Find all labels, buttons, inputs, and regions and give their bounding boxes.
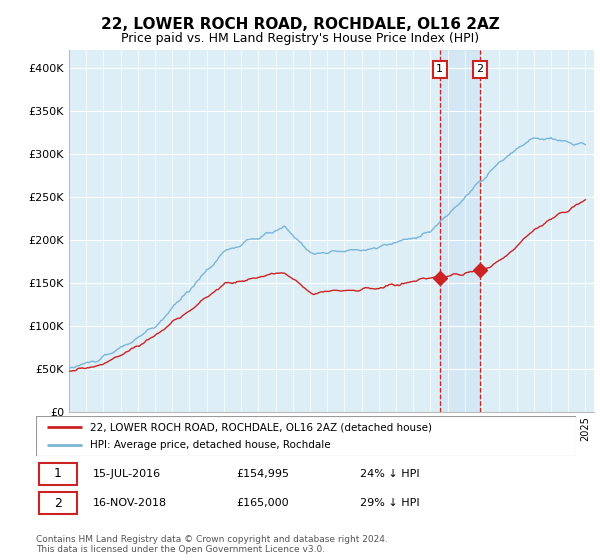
- Text: 22, LOWER ROCH ROAD, ROCHDALE, OL16 2AZ (detached house): 22, LOWER ROCH ROAD, ROCHDALE, OL16 2AZ …: [90, 422, 432, 432]
- Text: 24% ↓ HPI: 24% ↓ HPI: [360, 469, 419, 479]
- FancyBboxPatch shape: [39, 463, 77, 485]
- Text: 22, LOWER ROCH ROAD, ROCHDALE, OL16 2AZ: 22, LOWER ROCH ROAD, ROCHDALE, OL16 2AZ: [101, 17, 499, 31]
- Text: £165,000: £165,000: [236, 498, 289, 508]
- Bar: [440, 50, 480, 412]
- Text: 2: 2: [53, 497, 62, 510]
- FancyBboxPatch shape: [39, 492, 77, 515]
- FancyBboxPatch shape: [36, 416, 576, 456]
- Text: 2: 2: [476, 64, 484, 74]
- Text: Contains HM Land Registry data © Crown copyright and database right 2024.
This d: Contains HM Land Registry data © Crown c…: [36, 535, 388, 554]
- Text: 15-JUL-2016: 15-JUL-2016: [92, 469, 161, 479]
- Text: Price paid vs. HM Land Registry's House Price Index (HPI): Price paid vs. HM Land Registry's House …: [121, 31, 479, 45]
- Text: 1: 1: [53, 468, 62, 480]
- Text: 16-NOV-2018: 16-NOV-2018: [92, 498, 167, 508]
- Text: 29% ↓ HPI: 29% ↓ HPI: [360, 498, 419, 508]
- Text: 1: 1: [436, 64, 443, 74]
- Text: HPI: Average price, detached house, Rochdale: HPI: Average price, detached house, Roch…: [90, 440, 331, 450]
- Text: £154,995: £154,995: [236, 469, 289, 479]
